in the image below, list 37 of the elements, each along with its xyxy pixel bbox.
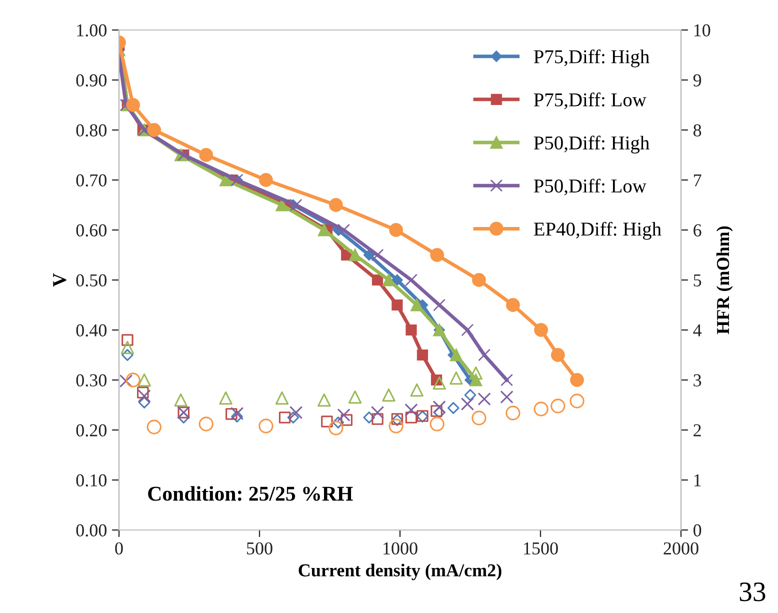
y2-tick-label: 3 bbox=[694, 374, 702, 386]
y-tick-label: 0.30 bbox=[76, 374, 107, 387]
x-tick-label: 0 bbox=[115, 542, 123, 555]
x-tick-label: 500 bbox=[247, 542, 272, 555]
y-tick-label: 0.20 bbox=[76, 424, 107, 437]
y2-tick-label: 1 bbox=[694, 474, 701, 486]
x-axis-title: Current density (mA/cm2) bbox=[298, 564, 502, 580]
y-tick-label: 0.70 bbox=[76, 174, 107, 187]
y2-tick-label: 6 bbox=[694, 224, 702, 236]
y-tick-label: 0.90 bbox=[76, 74, 107, 87]
y2-tick-label: 7 bbox=[694, 174, 702, 186]
y2-tick-label: 9 bbox=[693, 74, 702, 86]
legend-label: P75,Diff: Low bbox=[534, 92, 646, 110]
x-tick-label: 1000 bbox=[384, 542, 418, 555]
x-tick-label: 2000 bbox=[664, 542, 698, 555]
y-axis-title: V bbox=[53, 273, 66, 287]
legend-label: P50,Diff: Low bbox=[534, 178, 646, 196]
legend-label: EP40,Diff: High bbox=[534, 222, 662, 240]
y2-tick-label: 4 bbox=[693, 324, 702, 336]
y2-tick-label: 5 bbox=[694, 274, 702, 286]
y2-tick-label: 0 bbox=[693, 524, 702, 536]
text: 33 bbox=[740, 582, 766, 602]
y2-tick-label: 2 bbox=[694, 424, 701, 436]
x-tick-label: 1500 bbox=[524, 542, 558, 555]
y-tick-label: 0.50 bbox=[76, 274, 107, 287]
y2-tick-label: 10 bbox=[694, 24, 710, 36]
annotation: Condition: 25/25 %RH bbox=[148, 486, 353, 501]
legend-label: P50,Diff: High bbox=[534, 136, 650, 154]
y2-axis-title: HFR (mOhm) bbox=[716, 226, 733, 334]
y2-tick-label: 8 bbox=[693, 124, 702, 136]
y-tick-label: 0.10 bbox=[76, 474, 107, 487]
y-tick-label: 0.40 bbox=[76, 324, 107, 337]
legend-label: P75,Diff: High bbox=[534, 49, 650, 68]
y-tick-label: 0.80 bbox=[76, 124, 107, 137]
y-tick-label: 1.00 bbox=[77, 24, 107, 37]
y-tick-label: 0.00 bbox=[76, 524, 107, 537]
y-tick-label: 0.60 bbox=[76, 224, 107, 237]
